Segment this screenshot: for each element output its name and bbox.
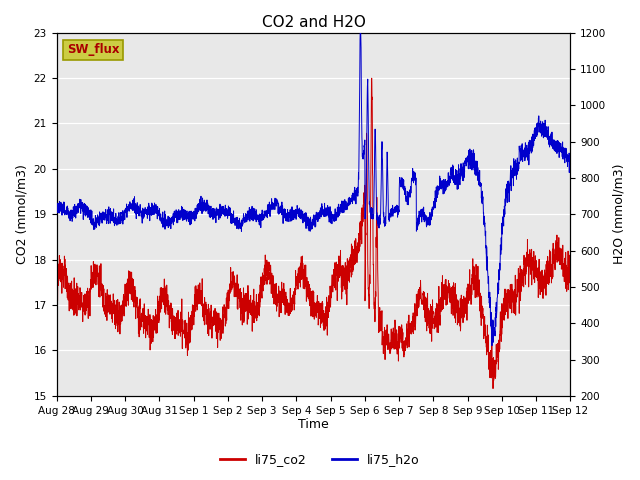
Title: CO2 and H2O: CO2 and H2O	[262, 15, 365, 30]
Legend: li75_co2, li75_h2o: li75_co2, li75_h2o	[215, 448, 425, 471]
Y-axis label: H2O (mmol/m3): H2O (mmol/m3)	[612, 164, 625, 264]
Text: SW_flux: SW_flux	[67, 44, 119, 57]
Y-axis label: CO2 (mmol/m3): CO2 (mmol/m3)	[15, 164, 28, 264]
X-axis label: Time: Time	[298, 419, 329, 432]
